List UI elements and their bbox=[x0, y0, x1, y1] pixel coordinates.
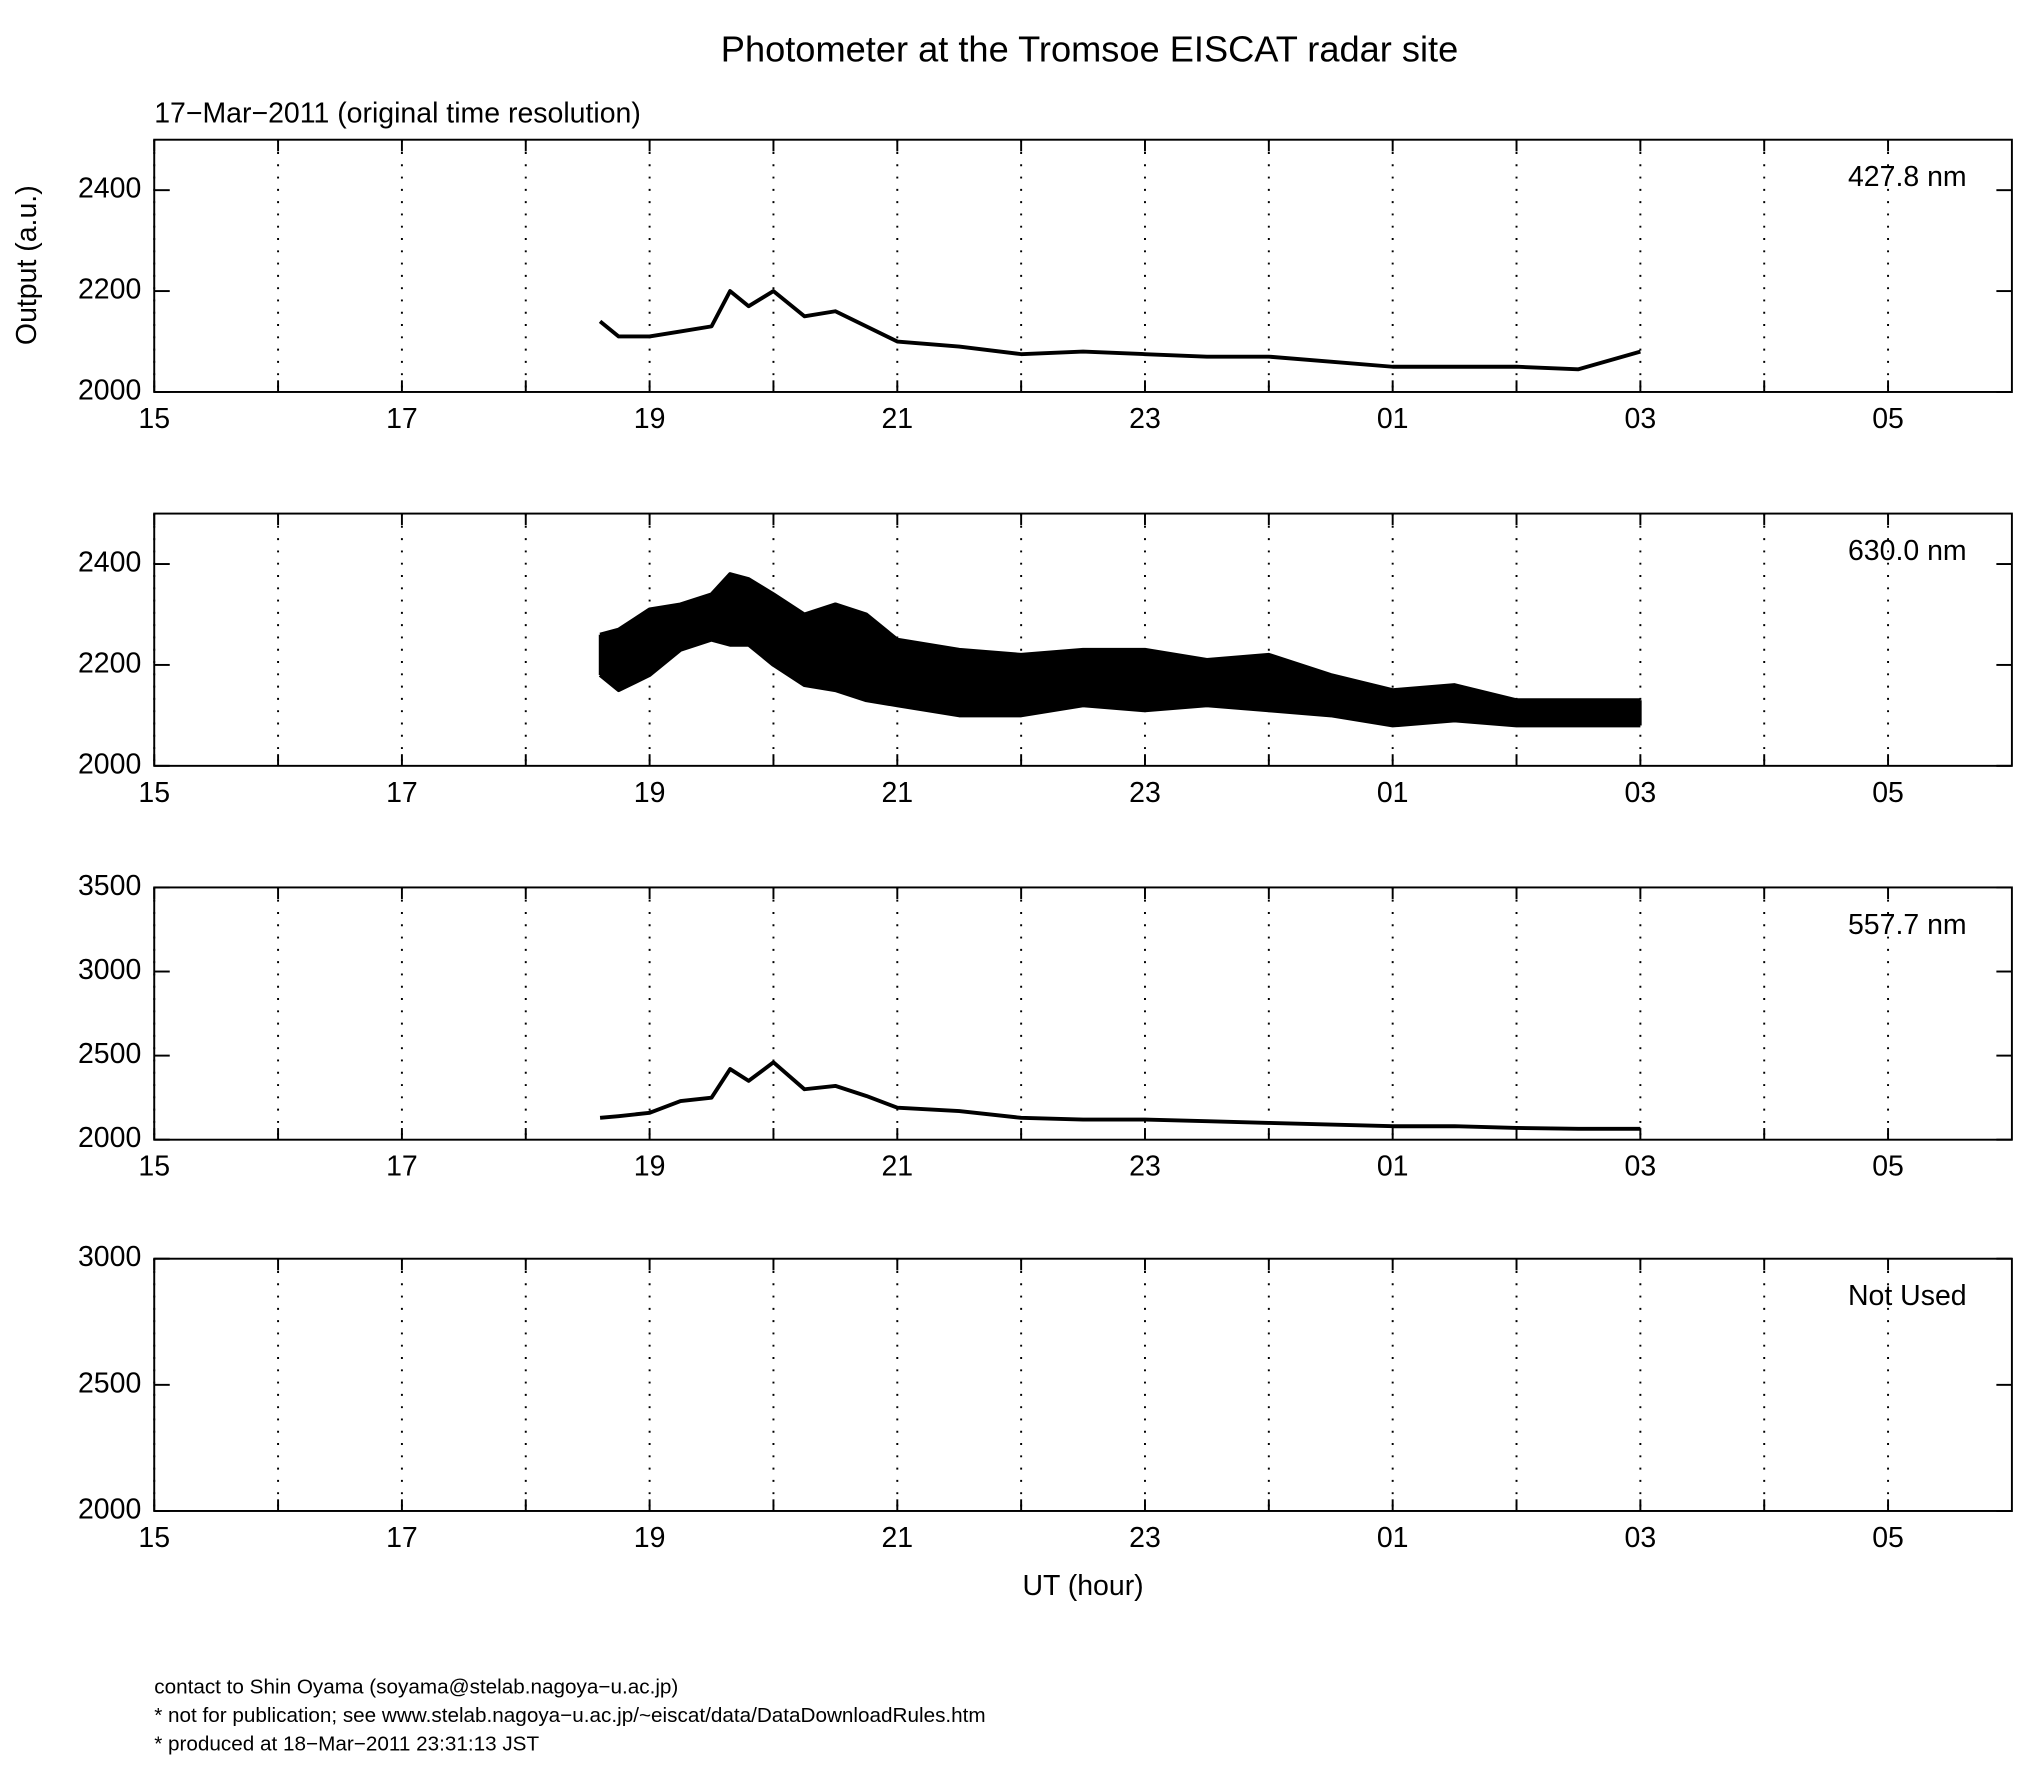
x-tick-label: 15 bbox=[138, 403, 170, 435]
x-tick-label: 21 bbox=[881, 1522, 913, 1554]
panel-label: 630.0 nm bbox=[1848, 535, 1967, 567]
x-tick-label: 17 bbox=[386, 403, 418, 435]
x-axis-label: UT (hour) bbox=[1022, 1570, 1143, 1602]
x-tick-label: 17 bbox=[386, 1522, 418, 1554]
x-tick-label: 23 bbox=[1129, 777, 1161, 809]
y-tick-label: 2200 bbox=[78, 274, 141, 306]
plot-frame bbox=[153, 1257, 2013, 1512]
x-tick-label: 19 bbox=[634, 403, 666, 435]
panel-label: 427.8 nm bbox=[1848, 161, 1967, 193]
data-line bbox=[598, 637, 1641, 728]
x-tick-label: 03 bbox=[1625, 403, 1657, 435]
x-tick-label: 03 bbox=[1625, 1151, 1657, 1183]
y-axis-label: Output (a.u.) bbox=[11, 185, 43, 345]
footer-line: * produced at 18−Mar−2011 23:31:13 JST bbox=[154, 1733, 539, 1756]
data-line bbox=[598, 289, 1641, 372]
y-tick-label: 2500 bbox=[78, 1038, 141, 1070]
y-tick-label: 2200 bbox=[78, 647, 141, 679]
plot-frame bbox=[153, 886, 2013, 1141]
x-tick-label: 01 bbox=[1377, 777, 1409, 809]
data-line bbox=[599, 572, 1641, 703]
plot-frame bbox=[153, 138, 2013, 393]
x-tick-label: 19 bbox=[634, 1151, 666, 1183]
y-tick-label: 2000 bbox=[78, 374, 141, 406]
x-tick-label: 01 bbox=[1377, 1151, 1409, 1183]
y-tick-label: 2500 bbox=[78, 1367, 141, 1399]
y-tick-label: 2400 bbox=[78, 547, 141, 579]
x-tick-label: 15 bbox=[138, 777, 170, 809]
y-tick-label: 2000 bbox=[78, 1122, 141, 1154]
footer-line: contact to Shin Oyama (soyama@stelab.nag… bbox=[154, 1676, 678, 1699]
x-tick-label: 21 bbox=[881, 403, 913, 435]
x-tick-label: 03 bbox=[1625, 1522, 1657, 1554]
x-tick-label: 01 bbox=[1377, 403, 1409, 435]
x-tick-label: 03 bbox=[1625, 777, 1657, 809]
x-tick-label: 01 bbox=[1377, 1522, 1409, 1554]
y-tick-label: 3000 bbox=[78, 954, 141, 986]
chart-title: Photometer at the Tromsoe EISCAT radar s… bbox=[721, 28, 1458, 69]
data-line bbox=[599, 1060, 1641, 1131]
x-tick-label: 19 bbox=[634, 777, 666, 809]
panel-label: Not Used bbox=[1848, 1280, 1967, 1312]
x-tick-label: 17 bbox=[386, 1151, 418, 1183]
y-tick-label: 3500 bbox=[78, 870, 141, 902]
x-tick-label: 21 bbox=[881, 1151, 913, 1183]
footer-line: * not for publication; see www.stelab.na… bbox=[154, 1704, 985, 1727]
y-tick-label: 2400 bbox=[78, 173, 141, 205]
plot-frame bbox=[153, 512, 2013, 767]
x-tick-label: 23 bbox=[1129, 403, 1161, 435]
y-tick-label: 2000 bbox=[78, 748, 141, 780]
x-tick-label: 23 bbox=[1129, 1151, 1161, 1183]
y-tick-label: 2000 bbox=[78, 1493, 141, 1525]
x-tick-label: 19 bbox=[634, 1522, 666, 1554]
y-tick-label: 3000 bbox=[78, 1241, 141, 1273]
x-tick-label: 05 bbox=[1872, 1522, 1904, 1554]
x-tick-label: 05 bbox=[1872, 403, 1904, 435]
x-tick-label: 05 bbox=[1872, 777, 1904, 809]
panel-label: 557.7 nm bbox=[1848, 909, 1967, 941]
x-tick-label: 23 bbox=[1129, 1522, 1161, 1554]
x-tick-label: 05 bbox=[1872, 1151, 1904, 1183]
subtitle: 17−Mar−2011 (original time resolution) bbox=[154, 98, 641, 130]
x-tick-label: 17 bbox=[386, 777, 418, 809]
x-tick-label: 15 bbox=[138, 1522, 170, 1554]
x-tick-label: 15 bbox=[138, 1151, 170, 1183]
x-tick-label: 21 bbox=[881, 777, 913, 809]
